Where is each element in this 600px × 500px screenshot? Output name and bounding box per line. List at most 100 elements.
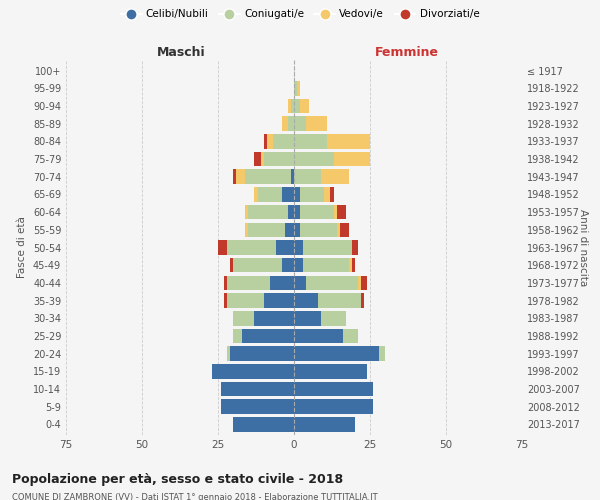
Bar [303, 258, 349, 272]
Bar [322, 170, 349, 184]
Bar [221, 382, 294, 396]
Bar [349, 258, 352, 272]
Bar [340, 222, 349, 237]
Bar [269, 276, 294, 290]
Bar [294, 134, 328, 148]
Bar [288, 116, 294, 131]
Bar [254, 311, 294, 326]
Bar [294, 258, 303, 272]
Bar [236, 170, 245, 184]
Bar [263, 134, 266, 148]
Bar [325, 187, 331, 202]
Bar [294, 311, 322, 326]
Text: Popolazione per età, sesso e stato civile - 2018: Popolazione per età, sesso e stato civil… [12, 472, 343, 486]
Bar [303, 240, 352, 255]
Bar [233, 258, 282, 272]
Bar [337, 222, 340, 237]
Bar [254, 152, 260, 166]
Bar [248, 205, 288, 220]
Bar [306, 276, 358, 290]
Y-axis label: Anni di nascita: Anni di nascita [578, 209, 588, 286]
Bar [294, 276, 306, 290]
Text: Femmine: Femmine [374, 46, 439, 59]
Bar [288, 205, 294, 220]
Bar [227, 276, 269, 290]
Bar [294, 187, 300, 202]
Y-axis label: Fasce di età: Fasce di età [17, 216, 27, 278]
Text: COMUNE DI ZAMBRONE (VV) - Dati ISTAT 1° gennaio 2018 - Elaborazione TUTTITALIA.I: COMUNE DI ZAMBRONE (VV) - Dati ISTAT 1° … [12, 492, 377, 500]
Bar [230, 258, 233, 272]
Bar [233, 328, 242, 343]
Bar [322, 311, 346, 326]
Bar [273, 134, 294, 148]
Bar [300, 187, 325, 202]
Bar [285, 222, 294, 237]
Bar [319, 294, 361, 308]
Bar [242, 328, 294, 343]
Bar [263, 152, 294, 166]
Bar [294, 328, 343, 343]
Bar [282, 187, 294, 202]
Bar [294, 170, 322, 184]
Bar [245, 222, 248, 237]
Bar [361, 276, 367, 290]
Bar [291, 98, 294, 113]
Bar [294, 152, 334, 166]
Bar [266, 134, 273, 148]
Bar [254, 187, 257, 202]
Bar [361, 294, 364, 308]
Bar [379, 346, 385, 361]
Bar [212, 364, 294, 378]
Bar [352, 240, 358, 255]
Bar [233, 170, 236, 184]
Legend: Celibi/Nubili, Coniugati/e, Vedovi/e, Divorziati/e: Celibi/Nubili, Coniugati/e, Vedovi/e, Di… [116, 5, 484, 24]
Bar [230, 346, 294, 361]
Bar [257, 187, 282, 202]
Bar [218, 240, 227, 255]
Bar [294, 346, 379, 361]
Bar [282, 258, 294, 272]
Bar [248, 222, 285, 237]
Bar [334, 205, 337, 220]
Bar [294, 98, 300, 113]
Bar [294, 222, 300, 237]
Bar [294, 294, 319, 308]
Bar [294, 417, 355, 432]
Bar [294, 400, 373, 414]
Bar [331, 187, 334, 202]
Bar [233, 311, 254, 326]
Bar [224, 276, 227, 290]
Bar [288, 98, 291, 113]
Bar [233, 417, 294, 432]
Bar [343, 328, 358, 343]
Bar [245, 170, 291, 184]
Bar [328, 134, 370, 148]
Bar [224, 294, 227, 308]
Bar [245, 205, 248, 220]
Bar [300, 98, 309, 113]
Bar [263, 294, 294, 308]
Bar [352, 258, 355, 272]
Bar [260, 152, 263, 166]
Bar [294, 240, 303, 255]
Bar [300, 205, 334, 220]
Bar [300, 222, 337, 237]
Bar [297, 81, 300, 96]
Bar [294, 364, 367, 378]
Bar [306, 116, 328, 131]
Bar [282, 116, 288, 131]
Bar [276, 240, 294, 255]
Bar [358, 276, 361, 290]
Bar [227, 294, 263, 308]
Bar [227, 240, 276, 255]
Bar [294, 205, 300, 220]
Bar [294, 81, 297, 96]
Text: Maschi: Maschi [157, 46, 206, 59]
Bar [334, 152, 370, 166]
Bar [294, 116, 306, 131]
Bar [291, 170, 294, 184]
Bar [221, 400, 294, 414]
Bar [227, 346, 230, 361]
Bar [337, 205, 346, 220]
Bar [294, 382, 373, 396]
